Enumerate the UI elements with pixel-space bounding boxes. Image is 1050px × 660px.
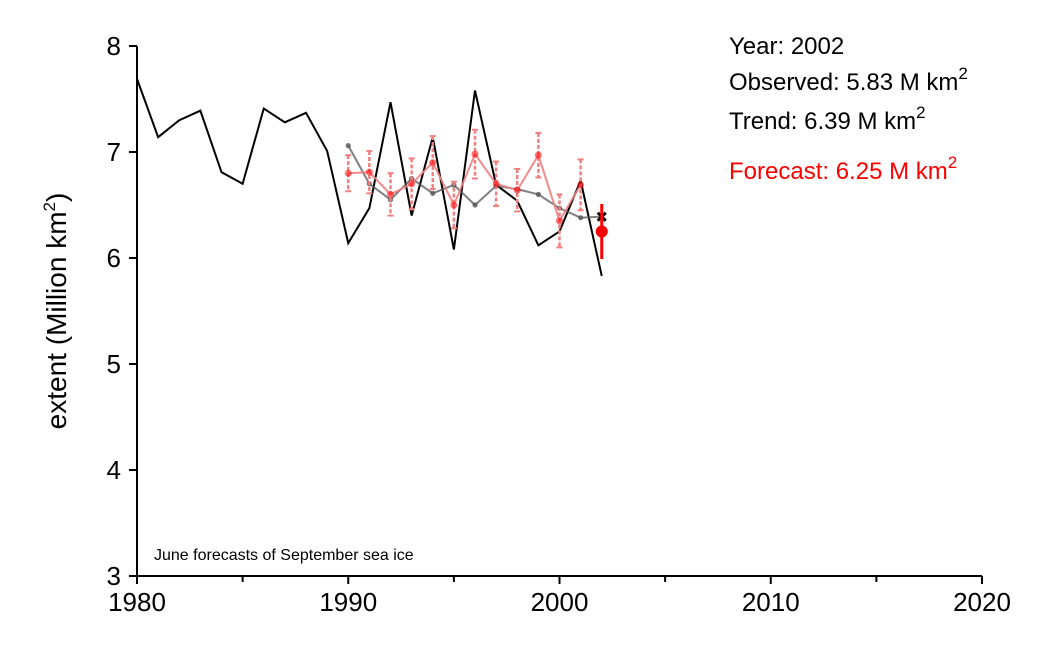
trend-point (535, 191, 541, 197)
forecast-point (450, 201, 458, 209)
forecast-point (534, 151, 542, 159)
forecast-point (492, 180, 500, 188)
forecast-point (344, 169, 352, 177)
trend-point (430, 190, 436, 196)
y-tick-label: 3 (107, 561, 121, 591)
x-tick-label: 1990 (319, 587, 377, 617)
forecast-current-point (595, 225, 608, 238)
x-tick-label: 2000 (531, 587, 589, 617)
observed-line (136, 78, 603, 277)
forecast-point (577, 181, 585, 189)
forecast-line (348, 152, 582, 224)
y-tick-label: 6 (107, 243, 121, 273)
x-tick-label: 1980 (108, 587, 166, 617)
forecast-point (471, 150, 479, 158)
series-forecast (344, 128, 585, 249)
forecast-point (408, 180, 416, 188)
series-observed (136, 78, 603, 277)
x-tick-label: 2010 (742, 587, 800, 617)
y-tick-label: 5 (107, 349, 121, 379)
info-observed: Observed: 5.83 M km2 (729, 64, 968, 96)
x-tick-label: 2020 (953, 587, 1011, 617)
axes: 3 4 5 6 7 8 1980 1990 2000 2010 2020 (107, 31, 1011, 617)
forecast-point (429, 159, 437, 167)
info-forecast: Forecast: 6.25 M km2 (729, 153, 957, 185)
info-trend: Trend: 6.39 M km2 (729, 103, 926, 135)
forecast-point (365, 168, 373, 176)
trend-point (578, 215, 584, 221)
info-panel: Year: 2002 Observed: 5.83 M km2 Trend: 6… (729, 33, 968, 185)
y-tick-label: 4 (107, 455, 121, 485)
y-tick-label: 7 (107, 137, 121, 167)
forecast-point (387, 190, 394, 198)
forecast-point (556, 217, 563, 225)
y-tick-label: 8 (107, 31, 121, 61)
chart-note: June forecasts of September sea ice (154, 547, 414, 564)
forecast-point (513, 186, 521, 194)
y-axis-label: extent (Million km2) (40, 193, 72, 430)
trend-point (345, 143, 351, 149)
trend-point (472, 202, 478, 208)
info-year: Year: 2002 (729, 33, 844, 60)
current-year-markers (595, 203, 608, 260)
